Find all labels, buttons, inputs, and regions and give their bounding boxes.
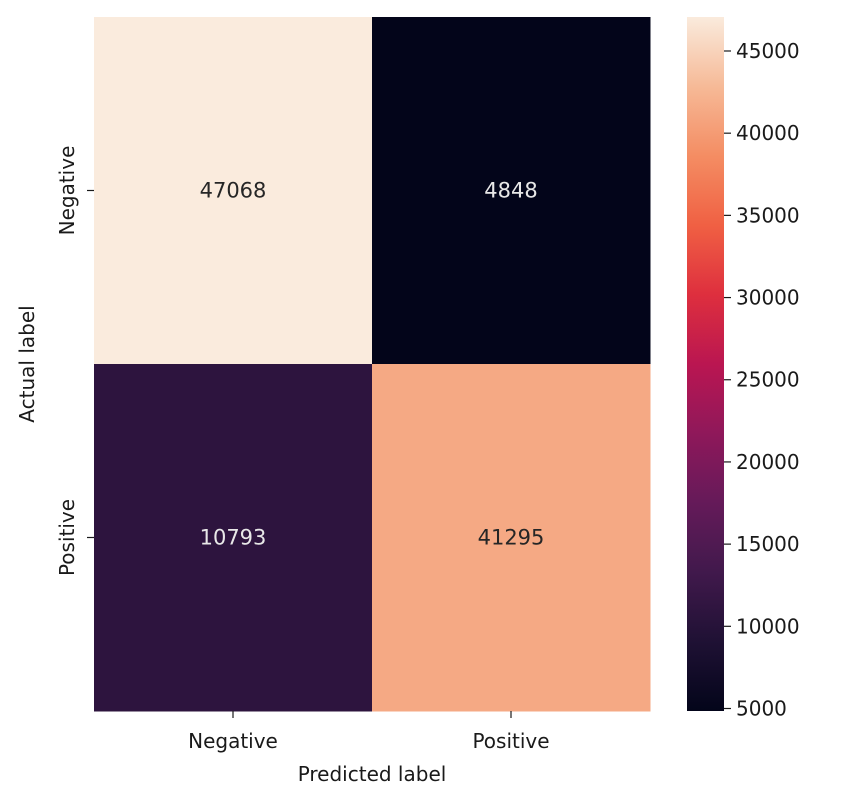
x-tick-label: Positive	[472, 729, 549, 753]
x-axis-ticks: Negative Positive	[188, 711, 550, 753]
heatmap-cells	[94, 17, 651, 712]
colorbar-tick-label: 45000	[736, 39, 800, 63]
y-axis-ticks: Negative Positive	[55, 146, 94, 576]
heatmap-cell	[94, 17, 373, 365]
colorbar-tick-label: 15000	[736, 532, 800, 556]
x-tick-label: Negative	[188, 729, 278, 753]
heatmap-cell-labels: 47068 4848 10793 41295	[200, 179, 545, 550]
colorbar-tick-label: 5000	[736, 697, 787, 721]
colorbar-tick-label: 20000	[736, 450, 800, 474]
cell-value-label: 10793	[200, 526, 267, 550]
colorbar-tick-label: 10000	[736, 614, 800, 638]
y-axis-label: Actual label	[15, 305, 39, 422]
colorbar-ticks: 5000 10000 15000 20000 25000 30000 35000 40000 4…	[724, 39, 800, 721]
cell-value-label: 41295	[478, 526, 545, 550]
heatmap-cell	[372, 364, 651, 712]
colorbar	[687, 17, 724, 711]
heatmap-cell	[94, 364, 373, 712]
colorbar-tick-label: 25000	[736, 368, 800, 392]
heatmap-cell	[372, 17, 651, 365]
colorbar-tick-label: 30000	[736, 286, 800, 310]
y-tick-label: Positive	[55, 499, 79, 576]
y-tick-label: Negative	[55, 146, 79, 236]
cell-value-label: 4848	[484, 179, 537, 203]
colorbar-tick-label: 40000	[736, 121, 800, 145]
colorbar-tick-label: 35000	[736, 203, 800, 227]
x-axis-label: Predicted label	[298, 762, 447, 786]
cell-value-label: 47068	[200, 179, 267, 203]
